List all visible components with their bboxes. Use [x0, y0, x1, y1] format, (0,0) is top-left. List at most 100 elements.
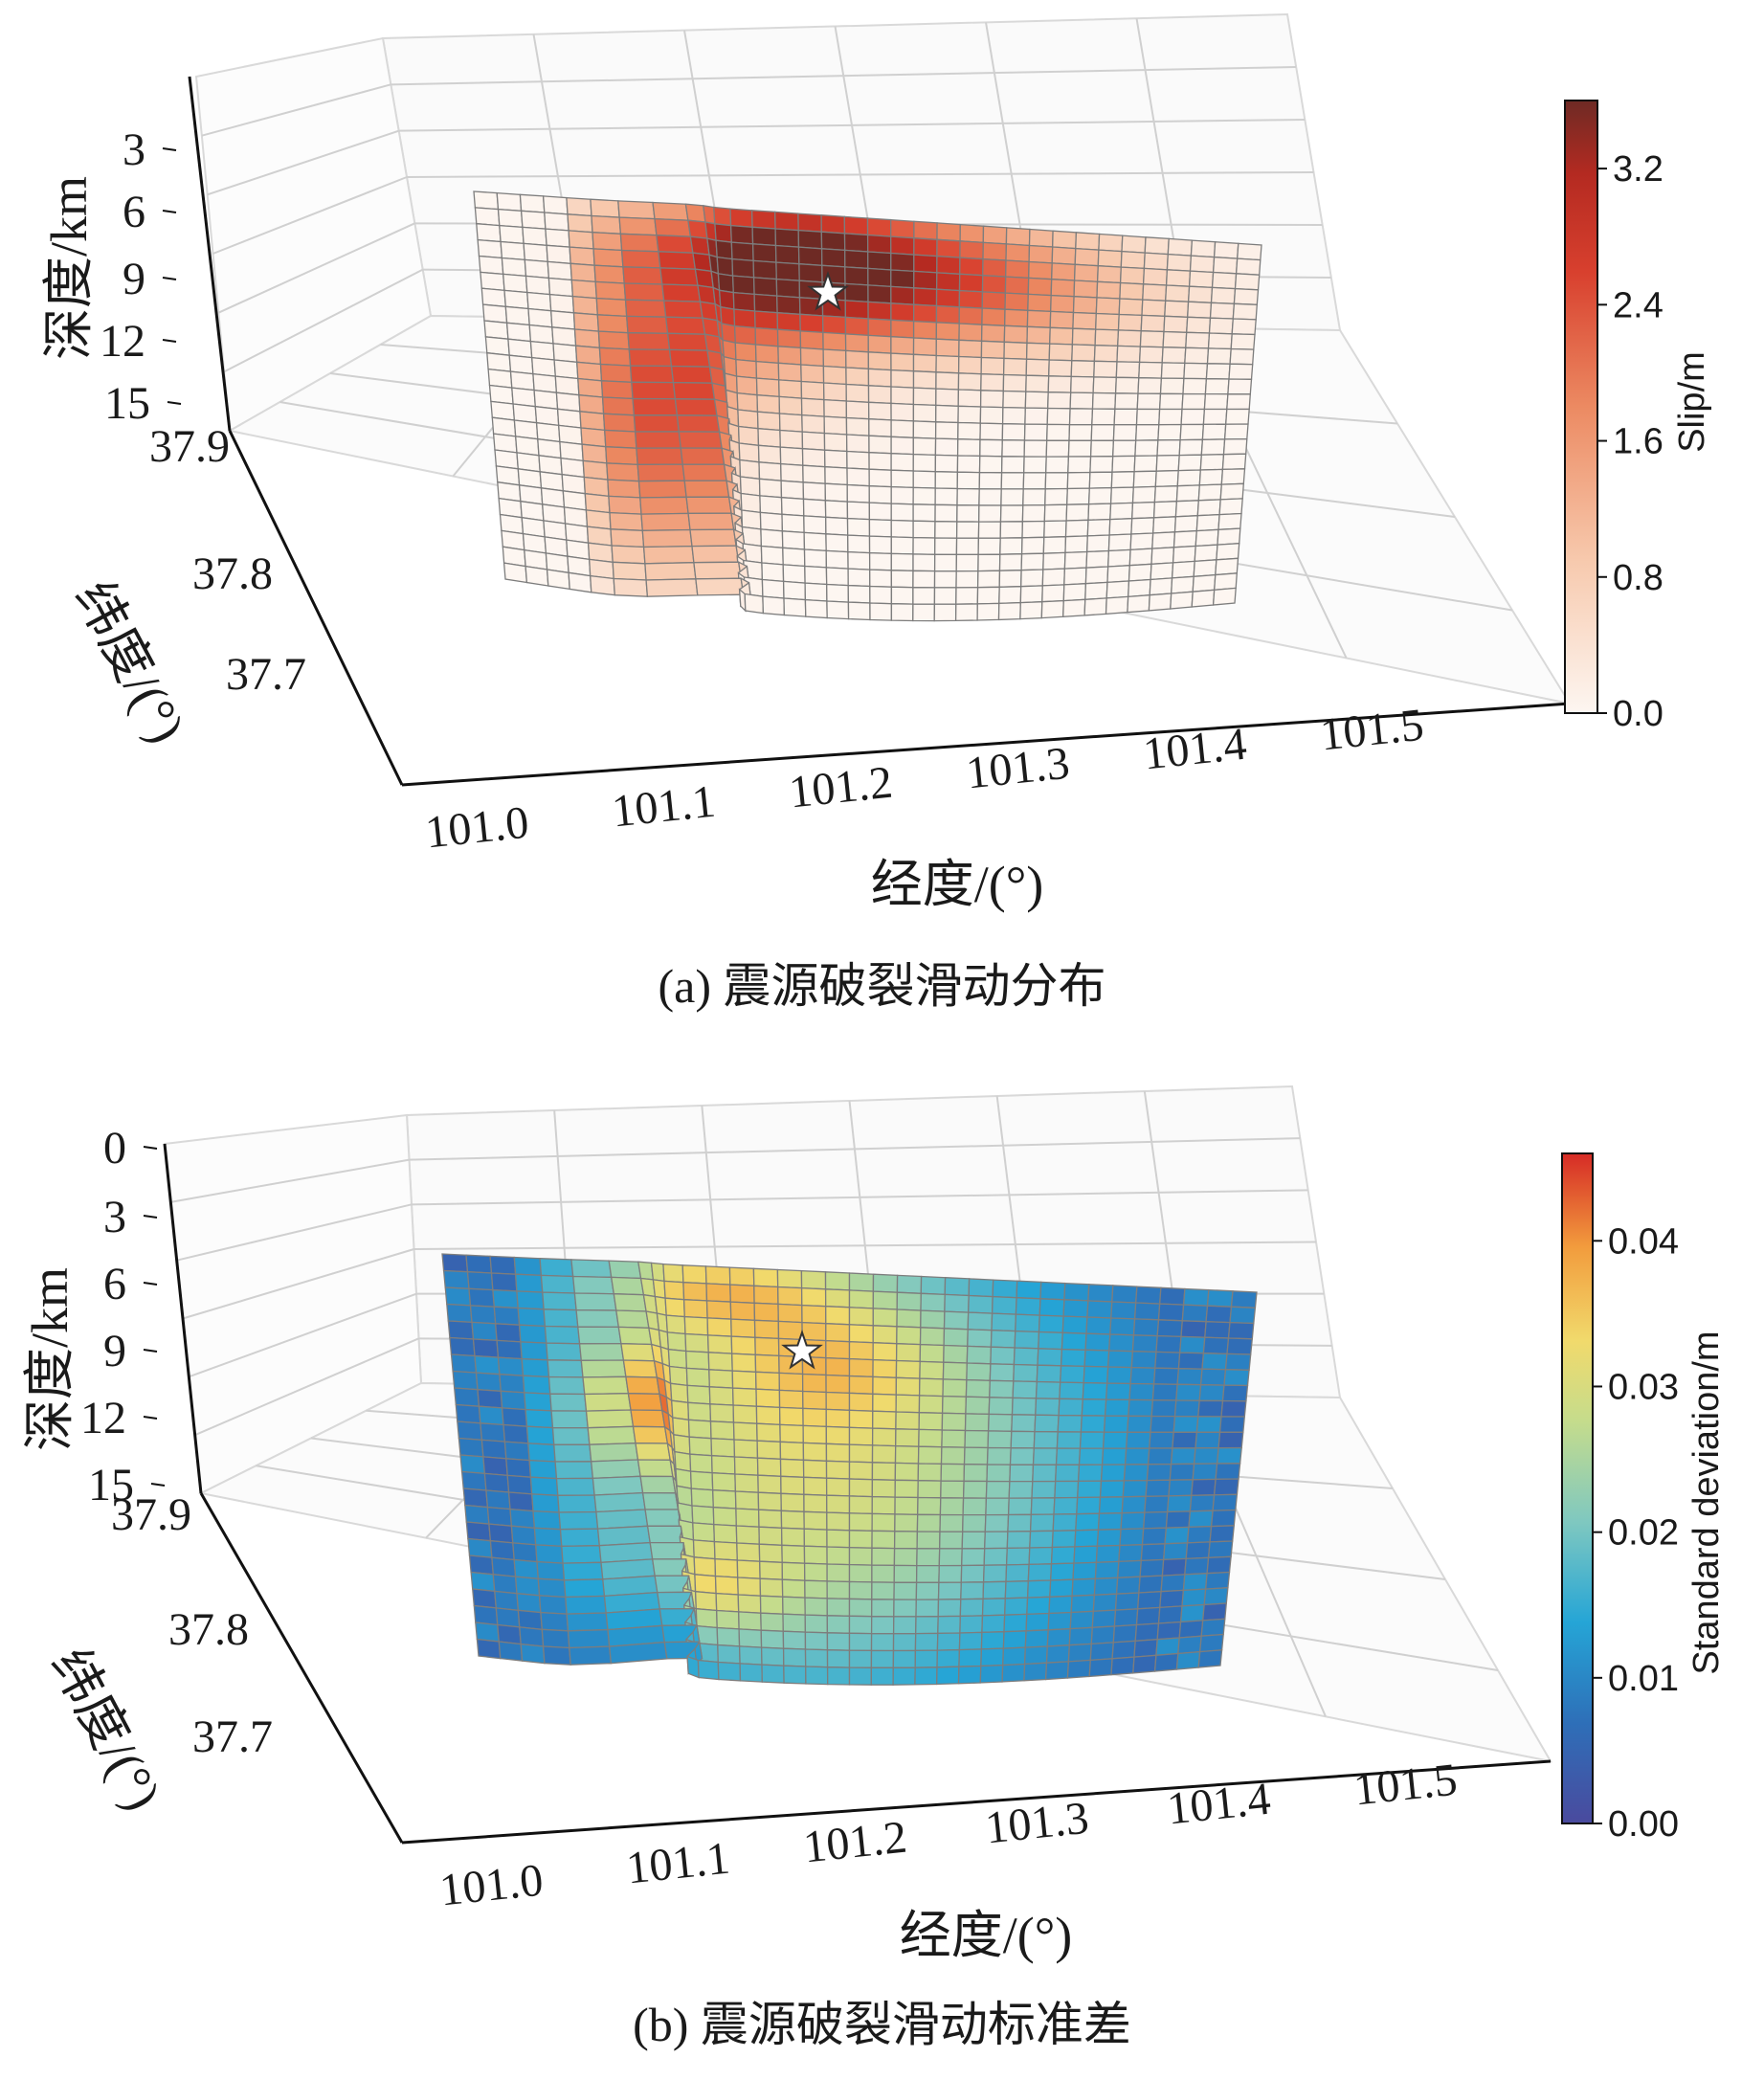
surface-cell [850, 1325, 874, 1343]
surface-cell [758, 1492, 781, 1510]
surface-cell [826, 517, 848, 535]
surface-cell [914, 338, 937, 356]
surface-cell [1196, 1417, 1221, 1433]
surface-cell [655, 1297, 666, 1316]
surface-cell [781, 464, 803, 482]
surface-cell [894, 1617, 916, 1634]
x-tick-label: 101.5 [1351, 1755, 1460, 1816]
surface-cell [1119, 1545, 1143, 1562]
surface-cell [1036, 1398, 1060, 1416]
surface-cell [868, 302, 891, 320]
surface-cell [555, 376, 579, 395]
surface-cell [891, 604, 913, 621]
surface-cell [969, 1279, 993, 1297]
surface-cell [460, 1455, 484, 1473]
surface-cell [1118, 1560, 1142, 1577]
surface-cell [705, 1266, 729, 1285]
surface-cell [872, 1480, 895, 1497]
surface-cell [805, 567, 827, 585]
surface-cell [1051, 296, 1074, 313]
surface-cell [587, 1410, 634, 1428]
surface-cell [509, 355, 533, 373]
surface-cell [694, 1540, 716, 1559]
surface-cell [850, 1513, 873, 1532]
surface-cell [1210, 1526, 1234, 1542]
surface-cell [921, 1310, 945, 1329]
surface-cell [798, 213, 821, 232]
surface-cell [1104, 1432, 1128, 1448]
surface-cell [891, 403, 913, 421]
surface-cell [1176, 1652, 1199, 1669]
surface-cell [508, 339, 532, 357]
surface-cell [489, 1524, 513, 1543]
surface-cell [959, 1632, 982, 1649]
surface-cell [806, 1666, 828, 1685]
surface-cell [492, 1273, 517, 1291]
surface-cell [1022, 537, 1044, 553]
surface-cell [1216, 1464, 1240, 1480]
surface-cell [735, 1491, 758, 1510]
surface-cell [894, 1599, 917, 1617]
surface-cell [1002, 424, 1025, 440]
surface-cell [1081, 1416, 1105, 1432]
surface-cell [935, 455, 957, 472]
surface-cell [1047, 409, 1070, 425]
surface-cell [872, 1565, 895, 1582]
surface-cell [805, 549, 827, 568]
surface-cell [1091, 440, 1114, 457]
surface-cell [913, 455, 935, 472]
surface-cell [847, 502, 869, 520]
surface-cell [914, 322, 937, 340]
surface-cell [592, 216, 620, 235]
surface-cell [1021, 553, 1043, 570]
surface-cell [935, 472, 957, 489]
surface-cell [1014, 1365, 1038, 1382]
surface-cell [759, 1544, 782, 1562]
surface-cell [897, 1292, 921, 1310]
surface-cell [517, 1291, 544, 1309]
surface-cell [981, 358, 1004, 375]
surface-cell [474, 1339, 499, 1357]
surface-cell [1101, 1481, 1125, 1497]
surface-cell [687, 1657, 699, 1678]
surface-cell [1087, 535, 1109, 552]
surface-cell [826, 568, 848, 586]
surface-cell [988, 1448, 1012, 1465]
x-tick-label: 101.5 [1318, 700, 1426, 761]
surface-cell [1214, 588, 1237, 605]
surface-cell [1186, 332, 1210, 348]
surface-cell [1186, 1542, 1210, 1559]
surface-cell [1069, 425, 1092, 441]
surface-cell [1051, 280, 1074, 297]
surface-cell [735, 326, 756, 345]
surface-cell [1007, 1548, 1030, 1565]
surface-cell [1067, 473, 1090, 489]
surface-cell [653, 1280, 665, 1298]
surface-cell [1098, 266, 1122, 283]
surface-cell [779, 396, 802, 414]
surface-cell [1159, 410, 1182, 425]
surface-cell [1050, 1579, 1073, 1597]
surface-cell [873, 1445, 896, 1464]
surface-cell [943, 1379, 967, 1397]
surface-cell [497, 193, 521, 212]
surface-cell [1084, 598, 1106, 615]
surface-cell [919, 1413, 943, 1430]
surface-cell [757, 378, 780, 396]
surface-cell [913, 588, 935, 605]
surface-cell [1179, 1621, 1203, 1638]
surface-cell [760, 512, 782, 530]
surface-cell [514, 1560, 538, 1579]
surface-cell [1070, 409, 1093, 425]
surface-cell [468, 1272, 493, 1290]
surface-cell [977, 587, 999, 604]
surface-cell [920, 1378, 944, 1397]
surface-cell [716, 240, 732, 258]
y-tick-label: 37.7 [226, 649, 306, 700]
surface-cell [618, 201, 655, 219]
surface-cell [463, 1488, 487, 1508]
surface-cell [1050, 327, 1073, 345]
surface-cell [536, 1545, 563, 1563]
surface-cell [968, 1312, 992, 1331]
surface-cell [1168, 238, 1192, 256]
